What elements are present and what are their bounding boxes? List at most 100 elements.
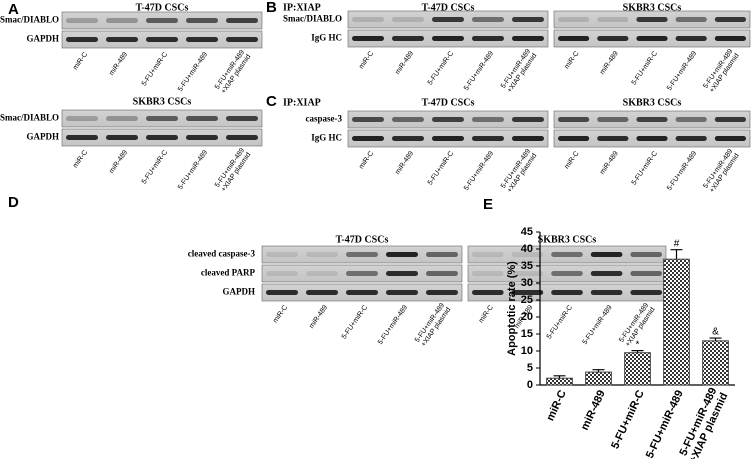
band xyxy=(352,17,384,22)
lane-label: miR-489 xyxy=(599,150,620,176)
bar xyxy=(624,352,651,386)
bar xyxy=(546,377,573,386)
band xyxy=(306,252,338,257)
band xyxy=(266,252,298,257)
lane-label: 5-FU+miR-C xyxy=(341,304,369,340)
error-bar xyxy=(553,375,566,379)
band xyxy=(426,271,458,276)
band xyxy=(186,18,218,23)
row-label: Smac/DIABLO xyxy=(0,15,59,25)
blot-title: T-47D CSCs xyxy=(136,2,189,13)
lane-label: 5-FU+miR-C xyxy=(427,150,455,186)
lane-label: 5-FU+miR-489 xyxy=(463,150,495,192)
band xyxy=(146,37,178,42)
band xyxy=(472,290,504,295)
band xyxy=(306,290,338,295)
blot-title: SKBR3 CSCs xyxy=(623,2,682,13)
band xyxy=(636,136,668,141)
band xyxy=(106,18,138,23)
lane-label: miR-C xyxy=(564,50,581,70)
band xyxy=(106,116,138,121)
bar xyxy=(585,371,612,386)
blot-title: SKBR3 CSCs xyxy=(538,234,597,245)
band xyxy=(426,252,458,257)
lane-label: 5-FU+miR-489 xyxy=(582,304,614,346)
significance-marker: * xyxy=(636,339,640,350)
band xyxy=(714,36,746,41)
x-tick-label: miR-489 xyxy=(579,388,608,432)
y-tick-label: 15 xyxy=(521,328,533,340)
band xyxy=(558,17,590,22)
band xyxy=(146,116,178,121)
lane-label: miR-C xyxy=(272,304,289,324)
band xyxy=(66,135,98,140)
lane-label: 5-FU+miR-489+XIAP plasmid xyxy=(214,147,253,193)
band xyxy=(558,136,590,141)
y-tick-label: 20 xyxy=(521,311,533,323)
band xyxy=(551,271,583,276)
band xyxy=(714,136,746,141)
band xyxy=(392,117,424,122)
band xyxy=(386,271,418,276)
lane-label: miR-489 xyxy=(308,304,329,330)
lane-label: 5-FU+miR-C xyxy=(427,50,455,86)
blot-title: T-47D CSCs xyxy=(422,97,475,108)
row-label: Smac/DIABLO xyxy=(0,113,59,123)
lane-label: miR-C xyxy=(564,150,581,170)
row-label: IgG HC xyxy=(311,133,342,143)
band xyxy=(432,117,464,122)
band xyxy=(186,135,218,140)
band xyxy=(472,36,504,41)
lane-label: 5-FU+miR-C xyxy=(631,50,659,86)
y-tick-label: 40 xyxy=(521,243,533,255)
y-tick-label: 10 xyxy=(521,345,533,357)
panel-label: A xyxy=(8,1,19,18)
band xyxy=(714,117,746,122)
band xyxy=(636,117,668,122)
band xyxy=(226,116,258,121)
band xyxy=(346,271,378,276)
band xyxy=(386,252,418,257)
bar xyxy=(663,258,690,386)
row-label: GAPDH xyxy=(27,132,60,142)
lane-label: miR-C xyxy=(72,51,89,71)
blot-title: SKBR3 CSCs xyxy=(623,97,682,108)
lane-label: miR-C xyxy=(358,50,375,70)
lane-label: miR-C xyxy=(478,304,495,324)
band xyxy=(472,252,504,257)
y-tick-label: 25 xyxy=(521,294,533,306)
lane-label: miR-489 xyxy=(108,149,129,175)
lane-label: 5-FU+miR-C xyxy=(631,150,659,186)
band xyxy=(512,117,544,122)
band xyxy=(511,271,544,276)
band xyxy=(551,290,583,295)
band xyxy=(352,117,384,122)
lane-label: 5-FU+miR-489 xyxy=(377,304,409,346)
band xyxy=(590,271,623,276)
lane-label: 5-FU+miR-489+XIAP plasmid xyxy=(702,148,741,194)
band xyxy=(558,117,590,122)
band xyxy=(590,290,623,295)
lane-label: 5-FU+miR-489 xyxy=(666,50,698,92)
row-label: GAPDH xyxy=(223,287,256,297)
band xyxy=(392,36,424,41)
band xyxy=(472,136,504,141)
band xyxy=(352,36,384,41)
band xyxy=(636,17,668,22)
lane-label: 5-FU+miR-489+XIAP plasmid xyxy=(214,49,253,95)
row-label: cleaved caspase-3 xyxy=(188,249,256,259)
band xyxy=(472,117,504,122)
row-label: caspase-3 xyxy=(306,114,343,124)
lane-label: miR-489 xyxy=(108,51,129,77)
lane-label: 5-FU+miR-489 xyxy=(177,51,209,93)
ip-label: IP:XIAP xyxy=(283,97,321,108)
band xyxy=(146,135,178,140)
band xyxy=(472,17,504,22)
y-tick-label: 45 xyxy=(521,226,533,238)
band xyxy=(551,252,583,257)
band xyxy=(266,271,298,276)
y-tick-label: 5 xyxy=(527,362,533,374)
band xyxy=(630,290,662,295)
band xyxy=(558,36,590,41)
